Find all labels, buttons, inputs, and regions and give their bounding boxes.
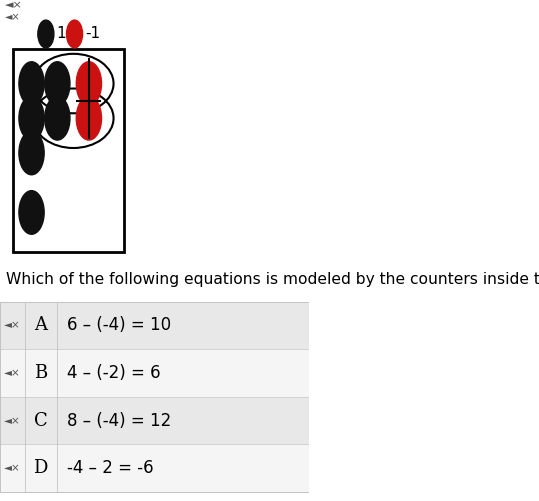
Circle shape bbox=[45, 97, 70, 140]
Text: 4 – (-2) = 6: 4 – (-2) = 6 bbox=[67, 364, 161, 382]
Circle shape bbox=[77, 62, 101, 105]
Text: ◄×: ◄× bbox=[4, 416, 21, 426]
Circle shape bbox=[19, 131, 44, 175]
Circle shape bbox=[19, 62, 44, 105]
Circle shape bbox=[19, 97, 44, 140]
Circle shape bbox=[45, 62, 70, 105]
Bar bbox=[0, 444, 309, 492]
Text: ◄×: ◄× bbox=[4, 463, 21, 473]
Text: 6 – (-4) = 10: 6 – (-4) = 10 bbox=[67, 317, 171, 335]
Bar bbox=[0, 302, 309, 492]
Text: D: D bbox=[33, 459, 48, 477]
Text: -4 – 2 = -6: -4 – 2 = -6 bbox=[67, 459, 154, 477]
Bar bbox=[0, 397, 309, 444]
Text: ◄×: ◄× bbox=[5, 0, 23, 10]
Text: Which of the following equations is modeled by the counters inside the rectangle: Which of the following equations is mode… bbox=[6, 272, 539, 287]
Circle shape bbox=[19, 191, 44, 234]
Bar bbox=[0, 349, 309, 397]
Text: C: C bbox=[34, 412, 47, 430]
Text: ◄×: ◄× bbox=[4, 368, 21, 378]
Text: 1: 1 bbox=[56, 27, 66, 42]
Text: -1: -1 bbox=[85, 27, 100, 42]
Circle shape bbox=[77, 97, 101, 140]
Bar bbox=[12, 49, 125, 252]
Text: ◄×: ◄× bbox=[4, 321, 21, 331]
Circle shape bbox=[66, 20, 82, 48]
Text: B: B bbox=[34, 364, 47, 382]
Bar bbox=[0, 302, 309, 349]
Circle shape bbox=[38, 20, 54, 48]
Text: ◄×: ◄× bbox=[5, 12, 20, 22]
Text: A: A bbox=[34, 317, 47, 335]
Text: 8 – (-4) = 12: 8 – (-4) = 12 bbox=[67, 412, 171, 430]
